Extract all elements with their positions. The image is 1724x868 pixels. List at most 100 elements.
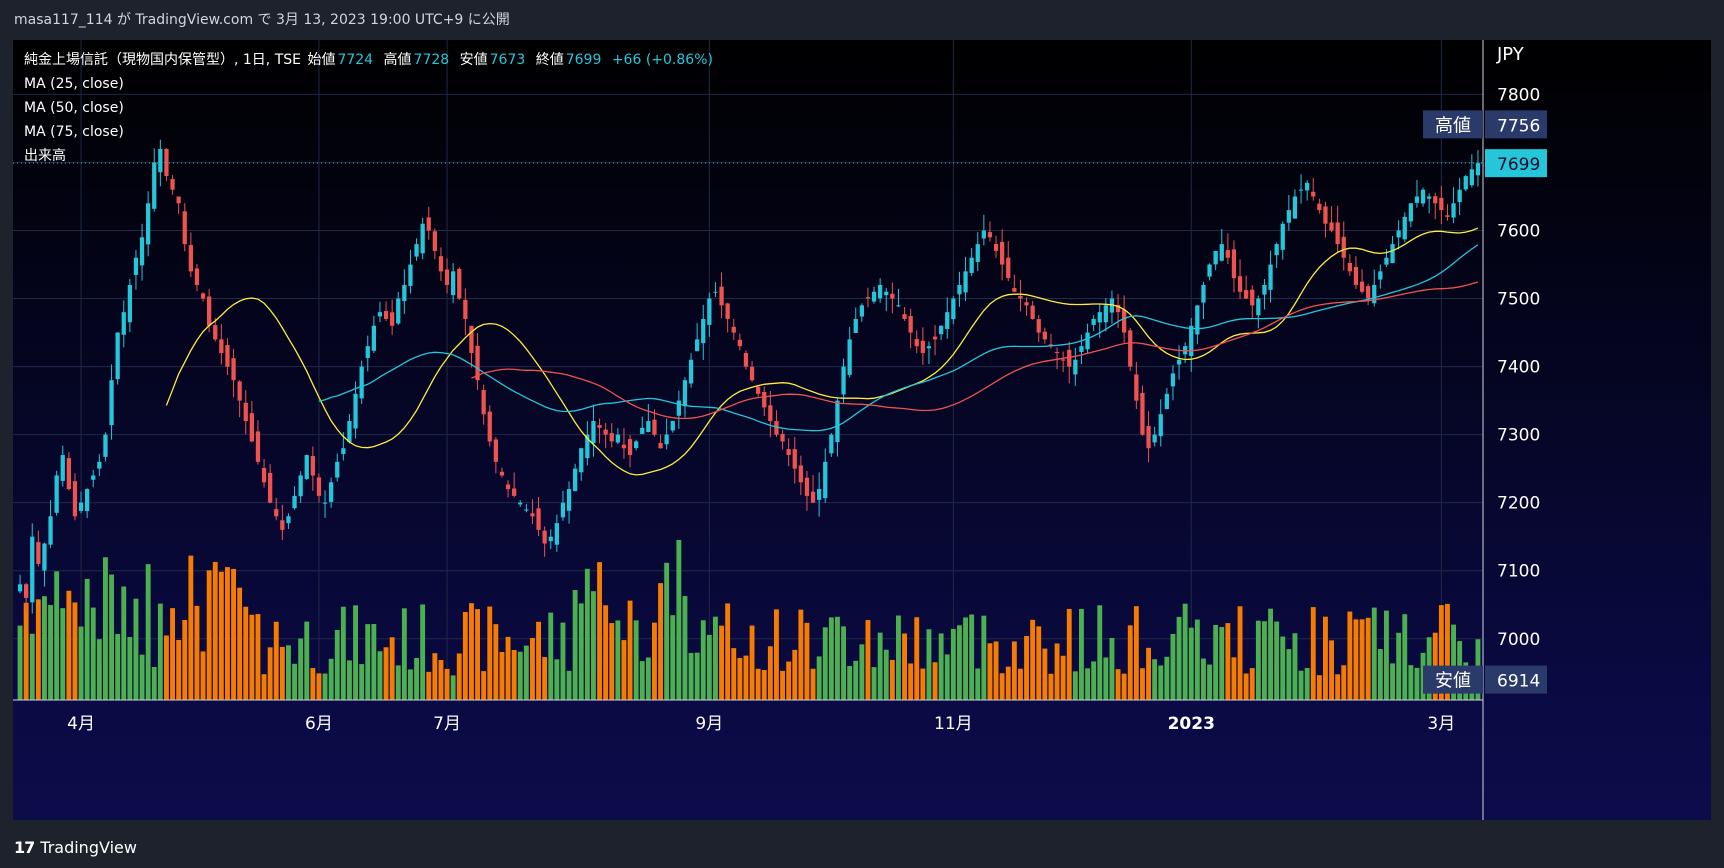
volume-bar — [286, 645, 291, 700]
indicator-volume[interactable]: 出来高 — [24, 148, 66, 164]
candle-body — [1067, 349, 1072, 367]
ohlc-legend-line: 純金上場信託（現物国内保管型）, 1日, TSE 始値 7724 高値 7728 安… — [24, 48, 719, 72]
volume-bar — [353, 605, 358, 700]
candle-body — [1030, 305, 1035, 319]
volume-bar — [1060, 655, 1066, 700]
volume-bar — [54, 571, 60, 700]
candle-body — [1347, 262, 1352, 272]
volume-bar — [560, 622, 566, 700]
volume-bar — [572, 590, 578, 700]
volume-bar — [170, 608, 175, 700]
volume-bar — [786, 661, 792, 700]
x-tick-label: 11月 — [934, 714, 973, 734]
ma25-line — [165, 227, 1479, 476]
volume-bar — [414, 657, 419, 700]
volume-bar — [609, 623, 615, 700]
price-chart[interactable]: JPY7800770076007500740073007200710070004… — [13, 40, 1711, 820]
candle-body — [914, 338, 919, 347]
volume-bar — [1292, 633, 1298, 700]
candle-body — [1207, 264, 1212, 277]
volume-bar — [420, 604, 426, 700]
volume-bar — [694, 652, 700, 700]
volume-bar — [957, 625, 962, 700]
candle-body — [237, 381, 242, 401]
candle-body — [792, 449, 797, 469]
candle-body — [878, 284, 883, 299]
volume-bar — [761, 669, 767, 700]
candle-body — [908, 316, 913, 333]
volume-bar — [1018, 668, 1023, 700]
volume-bar — [853, 660, 859, 700]
indicator-ma75[interactable]: MA (75, close) — [24, 124, 124, 140]
volume-bar — [243, 606, 249, 700]
candle-body — [225, 345, 230, 367]
volume-bar — [731, 648, 737, 700]
candle-body — [981, 230, 986, 239]
candle-body — [451, 271, 456, 296]
volume-bar — [261, 674, 267, 700]
y-tick-label: 7500 — [1497, 290, 1540, 310]
volume-bar — [706, 634, 712, 700]
volume-bar — [200, 651, 206, 700]
candle-body — [542, 530, 547, 544]
low-value: 7673 — [489, 52, 526, 68]
volume-bar — [896, 615, 901, 700]
volume-bar — [432, 653, 438, 700]
volume-bar — [792, 649, 798, 700]
volume-bar — [1164, 656, 1170, 700]
candle-body — [493, 439, 498, 462]
candle-body — [780, 434, 785, 442]
candle-body — [329, 482, 334, 502]
candle-body — [1195, 305, 1200, 335]
candle-body — [146, 203, 151, 245]
candle-body — [1054, 352, 1060, 354]
candle-body — [1341, 236, 1346, 258]
volume-bar — [822, 627, 828, 700]
candle-body — [560, 502, 566, 518]
volume-bar — [1213, 624, 1219, 700]
candle-body — [1201, 284, 1206, 303]
candle-body — [1176, 359, 1182, 365]
footer-brand[interactable]: 17 TradingView — [14, 835, 137, 859]
volume-bar — [975, 668, 981, 700]
volume-bar — [1024, 636, 1029, 700]
indicator-ma25[interactable]: MA (25, close) — [24, 76, 124, 92]
candle-body — [121, 312, 126, 335]
candle-body — [1469, 169, 1474, 186]
candle-body — [1189, 325, 1194, 357]
candle-body — [987, 232, 993, 238]
candle-body — [530, 513, 535, 517]
volume-bar — [90, 607, 96, 700]
ma50-line — [318, 244, 1479, 432]
candle-body — [1463, 176, 1468, 190]
candle-body — [1329, 222, 1334, 231]
volume-bar — [42, 596, 47, 700]
volume-bar — [237, 587, 243, 700]
volume-bar — [401, 608, 407, 700]
volume-bar — [548, 612, 554, 700]
volume-bar — [1133, 606, 1139, 700]
candle-body — [1103, 305, 1108, 323]
candle-body — [1018, 295, 1023, 299]
volume-bar — [365, 624, 371, 700]
volume-bar — [444, 668, 450, 700]
volume-bar — [273, 621, 279, 700]
volume-bar — [1438, 605, 1444, 700]
candle-body — [78, 502, 84, 512]
candle-body — [573, 468, 578, 492]
volume-bar — [889, 659, 895, 700]
candle-body — [444, 269, 450, 285]
candle-body — [713, 291, 718, 293]
candle-body — [48, 516, 53, 545]
indicator-ma50[interactable]: MA (50, close) — [24, 100, 124, 116]
candle-body — [414, 244, 419, 257]
volume-bar — [664, 562, 670, 700]
candle-body — [1396, 230, 1401, 238]
candle-body — [707, 298, 712, 325]
volume-bar — [35, 599, 41, 700]
candle-body — [1079, 346, 1084, 352]
candle-body — [548, 536, 553, 542]
volume-bar — [676, 540, 682, 700]
volume-bar — [487, 606, 493, 700]
candle-body — [627, 439, 633, 456]
